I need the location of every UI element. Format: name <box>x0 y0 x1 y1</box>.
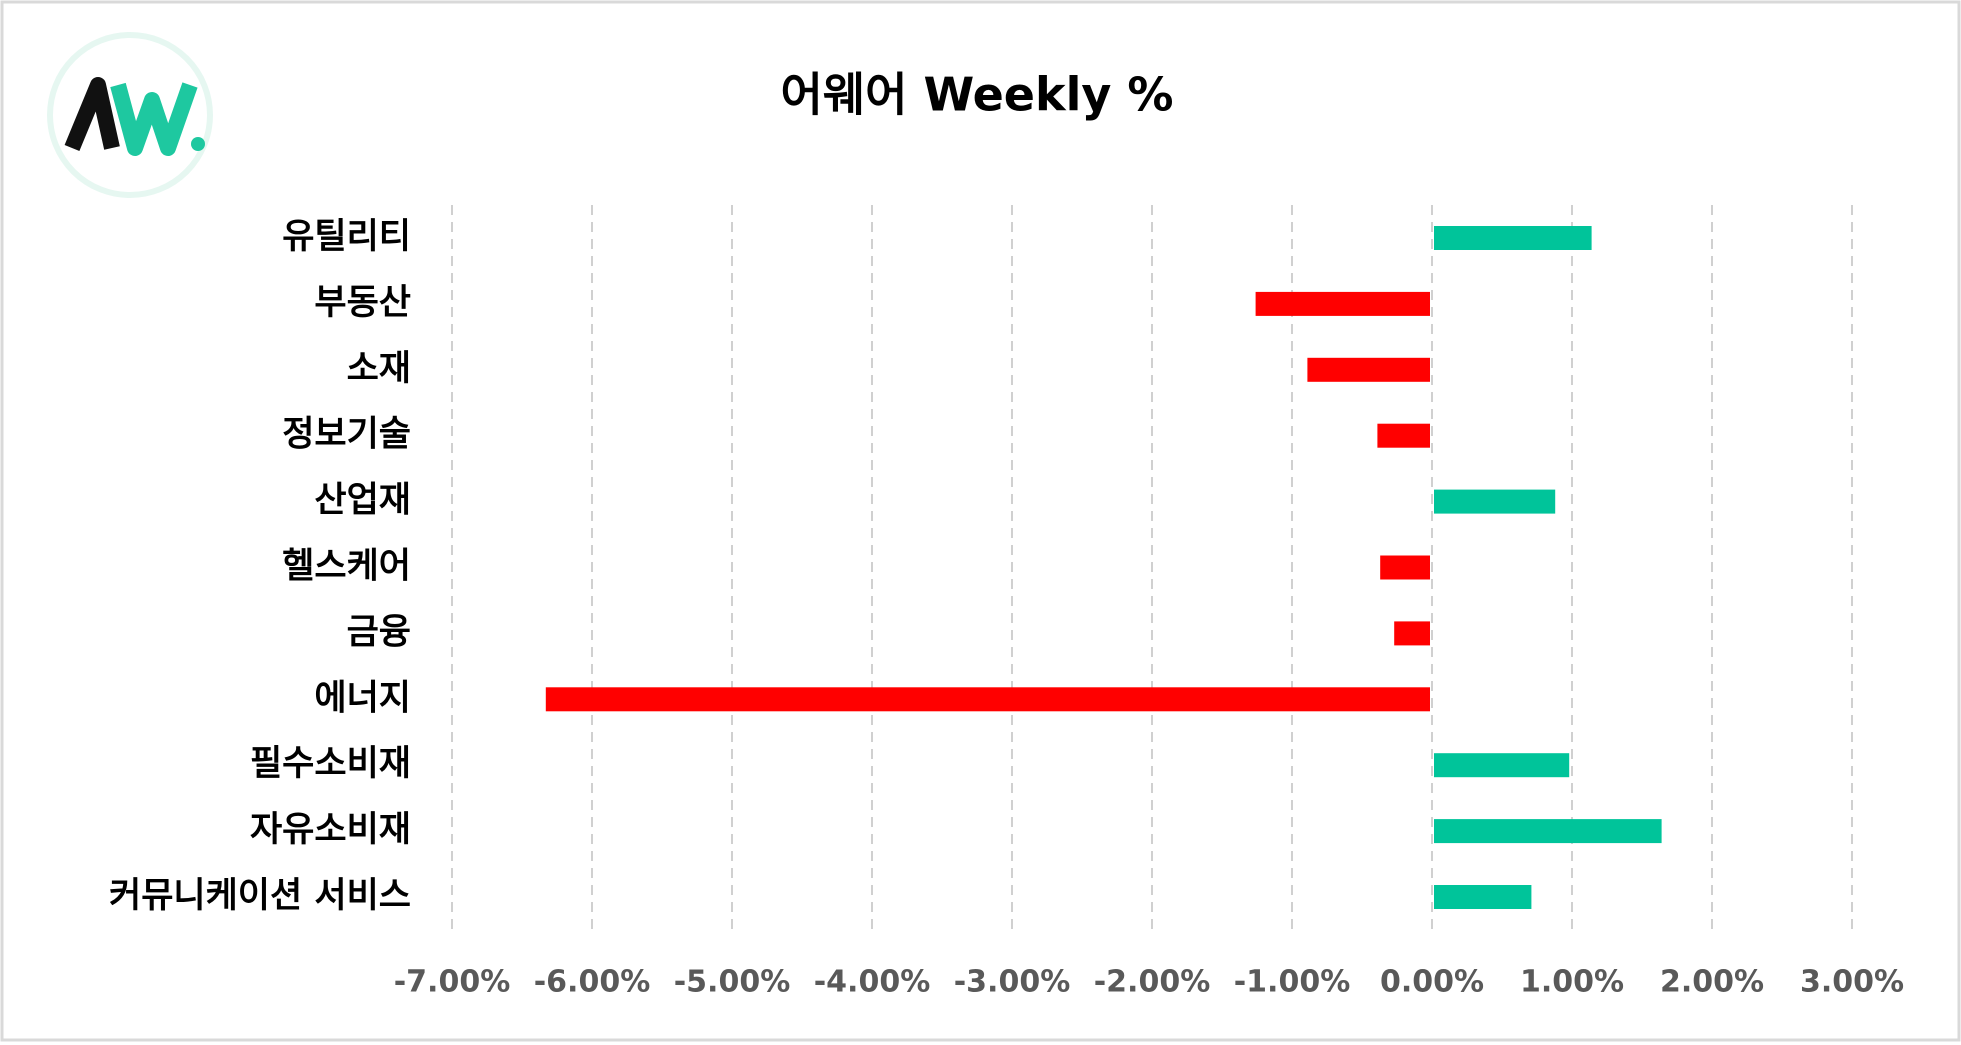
bar <box>1434 753 1570 778</box>
bar <box>1380 555 1430 580</box>
y-tick-label: 소재 <box>347 349 411 389</box>
logo-a <box>64 77 120 152</box>
logo <box>47 32 213 198</box>
y-tick-label: 부동산 <box>314 283 411 323</box>
y-tick-label: 산업재 <box>314 481 411 521</box>
bar <box>1434 489 1556 514</box>
x-tick-label: -1.00% <box>1234 965 1351 1000</box>
x-tick-label: -3.00% <box>954 965 1071 1000</box>
y-tick-label: 에너지 <box>314 678 411 718</box>
bar <box>1394 621 1430 646</box>
x-tick-label: 1.00% <box>1520 965 1624 1000</box>
bar <box>1255 291 1430 316</box>
bar <box>1434 819 1662 844</box>
x-tick-label: -4.00% <box>814 965 931 1000</box>
x-tick-label: -6.00% <box>534 965 651 1000</box>
x-tick-label: 3.00% <box>1800 965 1904 1000</box>
bar <box>1377 423 1430 448</box>
bar <box>545 687 1430 712</box>
y-tick-label: 자유소비재 <box>250 810 411 850</box>
bar <box>1434 885 1532 909</box>
logo-w <box>110 82 198 156</box>
bar <box>1307 357 1430 382</box>
x-tick-label: 0.00% <box>1380 965 1484 1000</box>
x-tick-label: 2.00% <box>1660 965 1764 1000</box>
y-tick-label: 금융 <box>347 612 411 652</box>
y-tick-label: 유틸리티 <box>282 217 411 257</box>
x-tick-label: -5.00% <box>674 965 791 1000</box>
y-tick-label: 헬스케어 <box>282 547 411 587</box>
chart-title: 어웨어 Weekly % <box>781 68 1174 122</box>
x-tick-label: -7.00% <box>394 965 511 1000</box>
logo-dot <box>191 137 205 151</box>
y-tick-label: 정보기술 <box>282 415 411 455</box>
x-tick-label: -2.00% <box>1094 965 1211 1000</box>
bar <box>1434 226 1592 250</box>
y-tick-label: 필수소비재 <box>250 744 411 784</box>
y-tick-label: 커뮤니케이션 서비스 <box>109 876 411 916</box>
